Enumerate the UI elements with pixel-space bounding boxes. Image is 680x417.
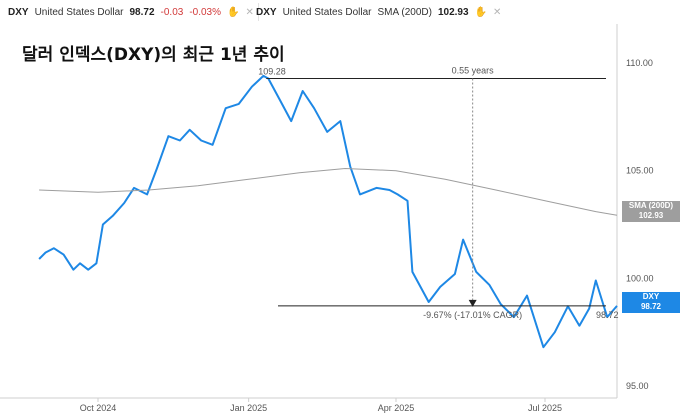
close-icon[interactable]: ✕ — [245, 6, 254, 18]
x-tick-label-1: Jan 2025 — [230, 403, 267, 413]
x-tick-label-3: Jul 2025 — [528, 403, 562, 413]
legend-name: United States Dollar — [34, 6, 124, 18]
measure-arrow — [468, 299, 477, 307]
sma-series-line — [39, 168, 618, 216]
legend-chip-sma[interactable]: DXY United States Dollar SMA (200D) 102.… — [252, 3, 505, 21]
sma-tag: SMA (200D) 102.93 — [622, 201, 680, 222]
end-value-label: 98.72 — [596, 310, 619, 320]
hand-icon[interactable]: ✋ — [474, 6, 488, 18]
y-tick-label-1: 100.00 — [626, 273, 654, 283]
legend-indicator: SMA (200D) — [377, 6, 432, 18]
sma-tag-name: SMA (200D) — [628, 201, 674, 210]
dxy-tag-name: DXY — [642, 292, 660, 301]
legend-name-2: United States Dollar — [282, 6, 372, 18]
y-tick-label-3: 110.00 — [626, 58, 653, 68]
x-tick-label-0: Oct 2024 — [80, 403, 117, 413]
dxy-tag-value: 98.72 — [640, 302, 662, 311]
hand-icon[interactable]: ✋ — [227, 6, 240, 18]
x-tick-label-2: Apr 2025 — [378, 403, 415, 413]
legend-symbol: DXY — [8, 6, 29, 18]
legend-last-price: 98.72 — [129, 6, 155, 18]
peak-value-label: 109.28 — [258, 67, 286, 77]
chart-title: 달러 인덱스(DXY)의 최근 1년 추이 — [22, 45, 285, 65]
change-label: -9.67% (-17.01% CAGR) — [423, 310, 522, 320]
legend-change: -0.03 — [160, 6, 184, 18]
legend-change-pct: -0.03% — [189, 6, 222, 18]
legend-symbol-2: DXY — [256, 6, 277, 18]
y-tick-label-2: 105.00 — [626, 166, 654, 176]
duration-label: 0.55 years — [452, 66, 495, 76]
dxy-series-line — [38, 74, 618, 349]
y-tick-label-0: 95.00 — [626, 381, 649, 391]
legend-chip-dxy[interactable]: DXY United States Dollar 98.72 -0.03 -0.… — [4, 3, 259, 21]
dxy-tag: DXY 98.72 — [622, 292, 680, 313]
legend-indicator-value: 102.93 — [437, 6, 469, 18]
close-icon[interactable]: ✕ — [493, 6, 502, 18]
sma-tag-value: 102.93 — [638, 211, 664, 220]
